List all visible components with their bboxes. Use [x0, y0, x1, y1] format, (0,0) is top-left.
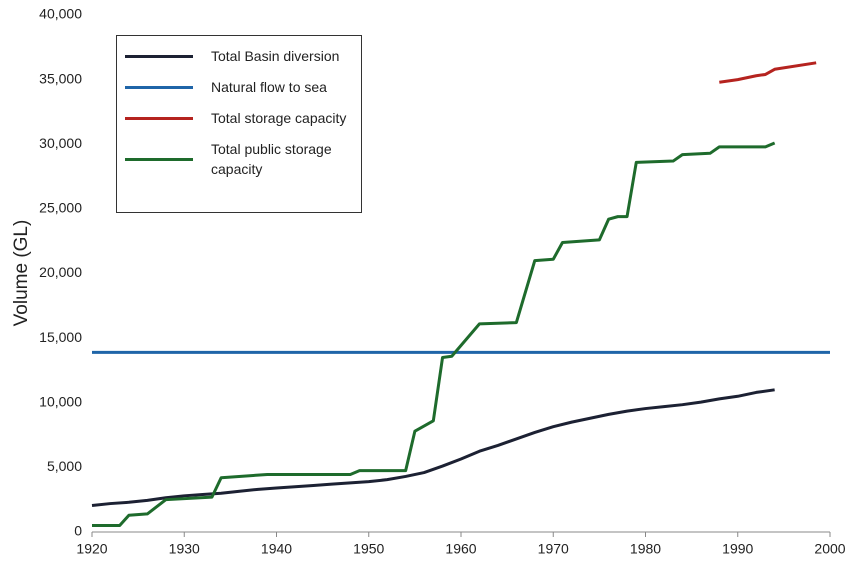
legend: Total Basin diversion Natural flow to sea…	[116, 35, 362, 213]
x-tick-label: 1960	[445, 541, 476, 557]
x-tick-label: 1920	[76, 541, 107, 557]
x-tick-label: 1940	[261, 541, 292, 557]
y-tick-label: 40,000	[39, 6, 82, 22]
legend-item: Natural flow to sea	[125, 77, 353, 97]
y-tick-label: 35,000	[39, 70, 82, 86]
legend-label: Natural flow to sea	[211, 79, 327, 95]
y-tick-label: 10,000	[39, 393, 82, 409]
series-line	[91, 388, 775, 507]
legend-item: Total storage capacity	[125, 108, 353, 128]
x-tick-label: 1970	[538, 541, 569, 557]
y-tick-label: 5,000	[47, 458, 82, 474]
y-tick-label: 20,000	[39, 264, 82, 280]
legend-swatch	[125, 54, 193, 58]
x-tick-label: 1950	[353, 541, 384, 557]
y-tick-label: 30,000	[39, 135, 82, 151]
legend-label: Total public storage capacity	[211, 141, 332, 177]
x-tick-label: 2000	[814, 541, 845, 557]
y-tick-label: 15,000	[39, 329, 82, 345]
series-line	[719, 61, 817, 84]
x-tick-label: 1980	[630, 541, 661, 557]
x-tick-label: 1930	[169, 541, 200, 557]
y-tick-label: 25,000	[39, 200, 82, 216]
legend-label: Total storage capacity	[211, 110, 347, 126]
legend-swatch	[125, 116, 193, 120]
y-axis-label: Volume (GL)	[11, 220, 32, 327]
legend-item: Total Basin diversion	[125, 46, 353, 66]
legend-label: Total Basin diversion	[211, 48, 340, 64]
legend-swatch	[125, 157, 193, 161]
y-tick-label: 0	[74, 523, 82, 539]
series-line	[92, 141, 776, 528]
legend-item: Total public storage capacity	[125, 139, 353, 179]
x-tick-label: 1990	[722, 541, 753, 557]
legend-swatch	[125, 85, 193, 89]
